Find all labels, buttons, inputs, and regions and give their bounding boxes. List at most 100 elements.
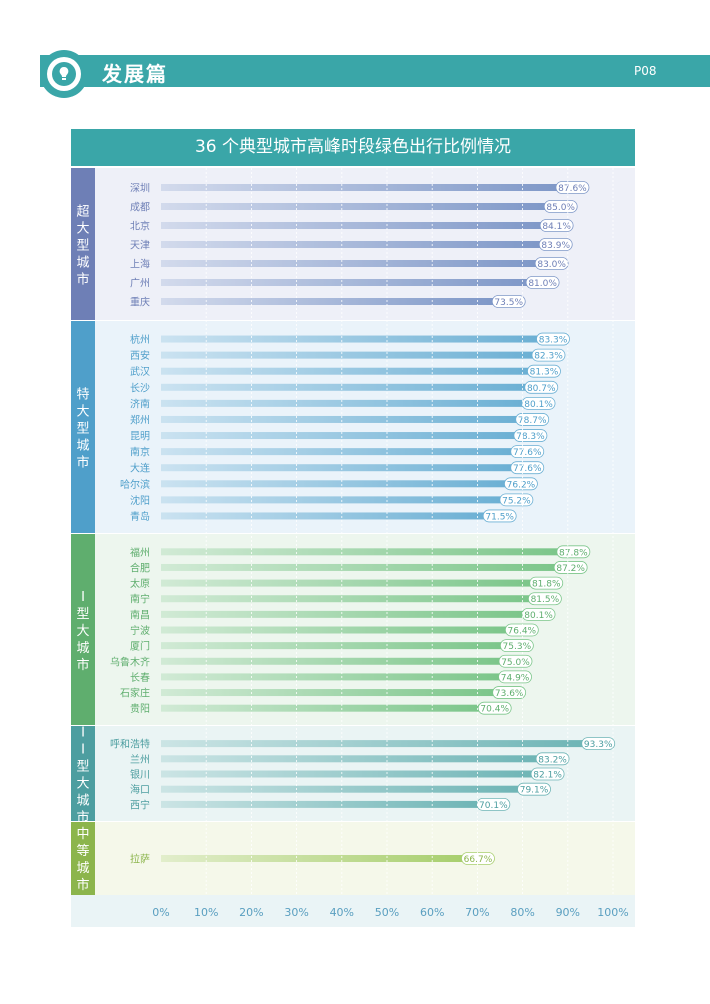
city-label: 深圳 [130,183,150,195]
value-label: 93.3% [584,740,613,750]
bar [161,770,533,778]
city-label: 合肥 [130,561,150,574]
city-label: 福州 [130,546,150,559]
section-title: 发展篇 [102,62,168,86]
group-name-char: 城 [76,794,89,809]
value-label: 81.3% [530,368,559,378]
bar [161,298,494,305]
group-label-strip [71,168,95,321]
city-label: 拉萨 [130,853,150,866]
lightbulb-icon [52,62,76,86]
x-tick-label: 40% [330,906,354,919]
city-label: 杭州 [130,333,150,346]
group-name-char: 型 [76,607,89,622]
group-name-char: 城 [76,641,89,656]
bar [161,184,557,191]
value-label-box [477,701,512,715]
value-label: 80.7% [527,384,556,394]
value-label-box [499,639,534,653]
city-label: 哈尔滨 [120,478,150,491]
value-label-box [539,219,574,232]
chart-title: 36 个典型城市高峰时段绿色出行比例情况 [71,129,635,166]
value-label: 78.7% [518,416,547,426]
value-label: 83.2% [538,755,567,765]
value-label: 83.9% [541,241,570,251]
group-name-char: I [81,743,85,758]
bar [161,689,494,697]
bar [161,260,537,267]
x-tick-label: 90% [556,906,580,919]
value-label-box [556,545,591,559]
group-name-char: 市 [76,455,89,471]
group-name-char: 特 [76,388,89,403]
value-label-box [504,623,539,637]
bar [161,579,531,587]
bar [161,415,517,423]
bar [161,203,546,210]
value-label: 76.2% [507,480,536,490]
value-label-box [529,576,564,590]
value-label-box [553,561,588,574]
bar [161,351,533,359]
value-label: 75.2% [502,496,531,506]
bar [161,399,524,407]
city-label: 海口 [130,783,150,796]
value-label: 73.6% [495,689,524,699]
group-name-char: 城 [76,439,89,454]
group-name-char: 城 [76,861,89,876]
group-label-strip [71,321,95,534]
city-label: 太原 [130,577,150,590]
value-label-box [498,670,532,684]
x-tick-label: 10% [194,906,218,919]
city-label: 西宁 [130,798,150,811]
bar [161,432,515,440]
group-label-strip [71,726,95,822]
value-label-box [555,181,590,194]
bar [161,279,528,286]
value-label: 87.2% [556,564,585,574]
value-label-box [535,752,570,766]
value-label: 77.6% [513,464,542,474]
bar [161,800,478,808]
city-label: 西安 [130,349,150,362]
group-name-char: 大 [76,222,89,237]
value-label-box [581,737,616,750]
x-tick-label: 60% [420,906,444,919]
city-label: 南昌 [130,608,150,621]
bar [161,657,500,665]
group-label-strip [71,534,95,726]
city-label: 石家庄 [120,687,150,700]
city-label: 重庆 [130,296,150,309]
x-tick-label: 50% [375,906,399,919]
bar [161,855,463,862]
city-label: 郑州 [130,413,150,426]
city-label: 贵阳 [130,702,150,715]
value-label-box [482,509,517,523]
value-label: 80.1% [524,611,553,621]
value-label-box [515,413,550,426]
value-label: 83.0% [537,260,566,270]
city-label: 广州 [130,278,150,290]
page-number: P08 [634,64,657,78]
value-label-box [510,461,545,475]
bar [161,383,526,391]
logo [40,50,88,98]
value-label-box [517,782,551,796]
value-label-box [524,380,559,394]
bar [161,448,512,456]
value-label: 84.1% [542,222,571,232]
bar [161,610,524,618]
value-label: 70.1% [479,801,508,811]
bar [161,367,529,375]
city-label: 青岛 [130,510,150,523]
value-label-box [513,429,548,442]
group-name-char: 型 [76,239,89,254]
value-label: 82.3% [534,352,563,362]
city-label: 南宁 [130,593,150,606]
group-name-char: 大 [76,405,89,420]
value-label: 81.0% [528,279,557,289]
logo-ring [47,57,81,91]
value-label-box [534,257,569,270]
value-label: 87.8% [559,548,588,558]
x-tick-label: 80% [510,906,534,919]
